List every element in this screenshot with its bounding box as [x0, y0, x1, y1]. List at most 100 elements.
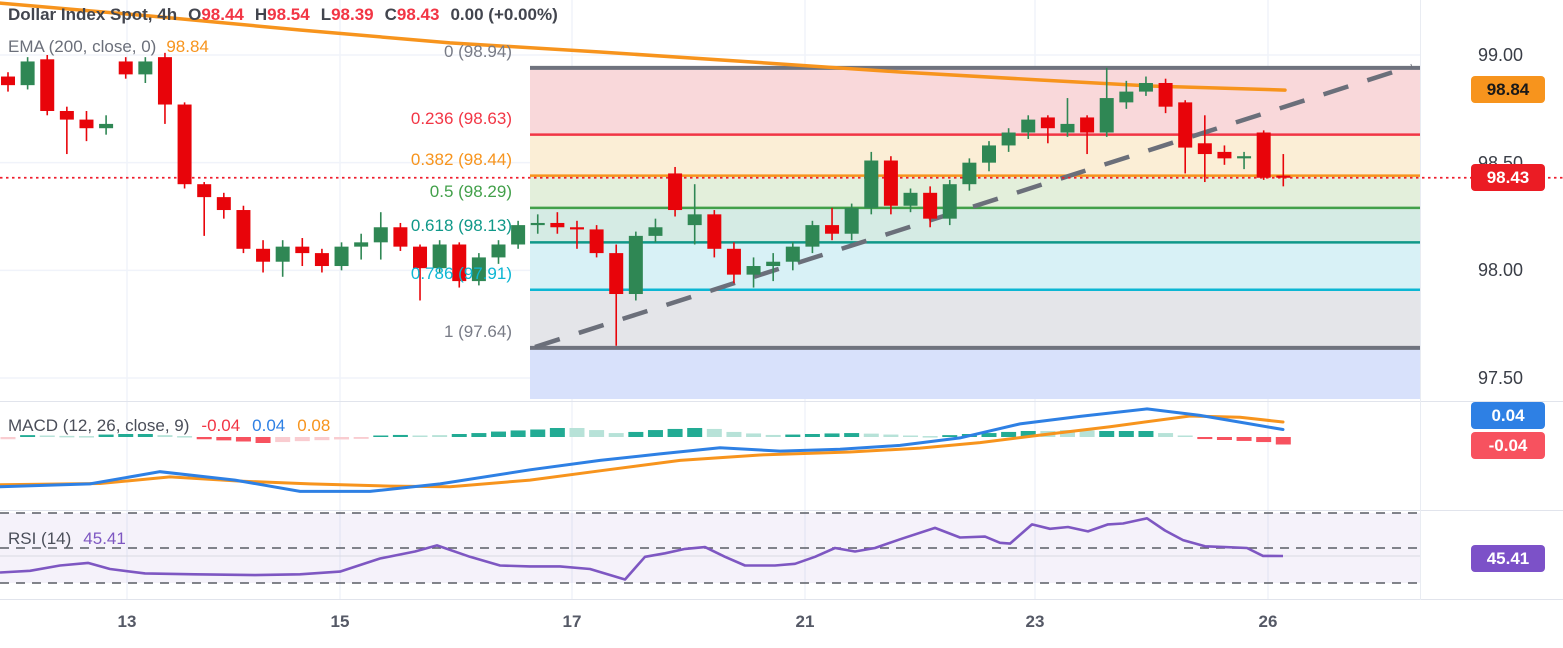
- time-tick-23: 23: [1025, 612, 1045, 631]
- candle: [923, 186, 938, 228]
- candle: [550, 212, 565, 234]
- close-value: 98.43: [396, 5, 440, 24]
- candle: [785, 242, 800, 271]
- open-label: O: [188, 5, 202, 24]
- macd-indicator-row[interactable]: MACD (12, 26, close, 9) -0.04 0.04 0.08: [8, 416, 330, 436]
- candle: [766, 253, 781, 282]
- macd-label[interactable]: MACD (12, 26, close, 9): [8, 416, 190, 435]
- candle: [1001, 128, 1016, 152]
- rsi-pane: [0, 512, 1420, 584]
- candle: [825, 207, 840, 241]
- fib-label-0.786: 0.786 (97.91): [410, 263, 512, 283]
- trendline[interactable]: [534, 63, 1413, 350]
- candle: [628, 231, 643, 301]
- candle: [1099, 67, 1114, 137]
- candle: [1138, 76, 1153, 96]
- candle: [1060, 98, 1075, 137]
- candle: [1040, 115, 1055, 144]
- candle: [1217, 145, 1232, 165]
- time-tick-13: 13: [117, 612, 137, 631]
- candle: [393, 222, 408, 251]
- macd-line-axis-badge: 0.04: [1471, 402, 1545, 429]
- fib-bands: [530, 67, 1420, 399]
- fib-label-0.5: 0.5 (98.29): [429, 181, 512, 201]
- macd-line-value: 0.04: [252, 416, 286, 435]
- candle: [59, 106, 74, 155]
- candle: [471, 253, 486, 286]
- candle: [334, 242, 349, 271]
- candle: [844, 203, 859, 241]
- candle: [982, 141, 996, 172]
- rsi-label[interactable]: RSI (14): [8, 529, 72, 548]
- time-tick-21: 21: [795, 612, 815, 631]
- symbol-header[interactable]: Dollar Index Spot, 4h O98.44 H98.54 L98.39 C…: [8, 5, 558, 25]
- last-price-badge: 98.43: [1471, 164, 1545, 191]
- candle: [609, 244, 624, 346]
- candle: [118, 57, 133, 79]
- macd-histogram: [0, 428, 1291, 445]
- fib-label-0.618: 0.618 (98.13): [410, 216, 512, 236]
- candle: [491, 240, 506, 264]
- fib-label-0.236: 0.236 (98.63): [410, 108, 512, 128]
- ema-axis-badge: 98.84: [1471, 76, 1545, 103]
- candle: [687, 184, 702, 245]
- candle: [373, 212, 388, 260]
- candle: [157, 52, 172, 124]
- candle: [413, 244, 428, 301]
- low-value: 98.39: [331, 5, 374, 24]
- macd-hist-value: -0.04: [201, 416, 241, 435]
- candle: [432, 240, 447, 273]
- rsi-axis-badge: 45.41: [1471, 545, 1545, 572]
- candle: [530, 214, 545, 234]
- candle: [354, 233, 369, 260]
- candle: [99, 115, 114, 135]
- candle: [864, 151, 879, 215]
- candle: [589, 225, 604, 258]
- candle: [1256, 130, 1271, 180]
- price-tick-98.00: 98.00: [1478, 260, 1524, 281]
- ema-value: 98.84: [166, 37, 209, 56]
- high-value: 98.54: [267, 5, 310, 24]
- candle: [1178, 100, 1193, 174]
- ema-line[interactable]: [0, 1, 1287, 92]
- time-tick-17: 17: [562, 612, 582, 631]
- low-label: L: [320, 5, 332, 24]
- candle: [1158, 78, 1173, 114]
- candle: [1, 72, 15, 92]
- candle: [1276, 154, 1291, 187]
- candle: [275, 240, 290, 277]
- candle: [197, 182, 212, 236]
- candle: [726, 242, 741, 284]
- macd-signal-value: 0.08: [297, 416, 331, 435]
- pane-separators: [0, 0, 1563, 600]
- close-label: C: [384, 5, 397, 24]
- candle: [883, 156, 898, 215]
- price-tick-97.50: 97.50: [1478, 367, 1524, 388]
- rsi-value: 45.41: [83, 529, 126, 548]
- candle: [1021, 115, 1036, 139]
- ema-label[interactable]: EMA (200, close, 0): [8, 37, 157, 56]
- symbol-title[interactable]: Dollar Index Spot, 4h: [8, 5, 178, 24]
- candle: [942, 179, 957, 226]
- macd-hist-axis-badge: -0.04: [1471, 432, 1545, 459]
- candle: [648, 218, 663, 243]
- candle: [295, 238, 310, 267]
- rsi-line: [0, 517, 1284, 581]
- candle: [569, 220, 584, 249]
- fib-label-0: 0 (98.94): [443, 41, 512, 61]
- candle: [1080, 115, 1095, 155]
- candle: [452, 242, 467, 288]
- candle: [40, 55, 55, 116]
- candle: [79, 110, 94, 142]
- candle: [236, 205, 251, 254]
- open-value: 98.44: [201, 5, 244, 24]
- price-tick-99.00: 99.00: [1478, 45, 1524, 65]
- fib-label-1: 1 (97.64): [443, 321, 512, 341]
- rsi-indicator-row[interactable]: RSI (14) 45.41: [8, 529, 126, 549]
- change-value: 0.00 (+0.00%): [450, 5, 558, 24]
- candle: [314, 248, 329, 273]
- ema-indicator-row[interactable]: EMA (200, close, 0) 98.84: [8, 37, 209, 57]
- candle: [668, 166, 683, 217]
